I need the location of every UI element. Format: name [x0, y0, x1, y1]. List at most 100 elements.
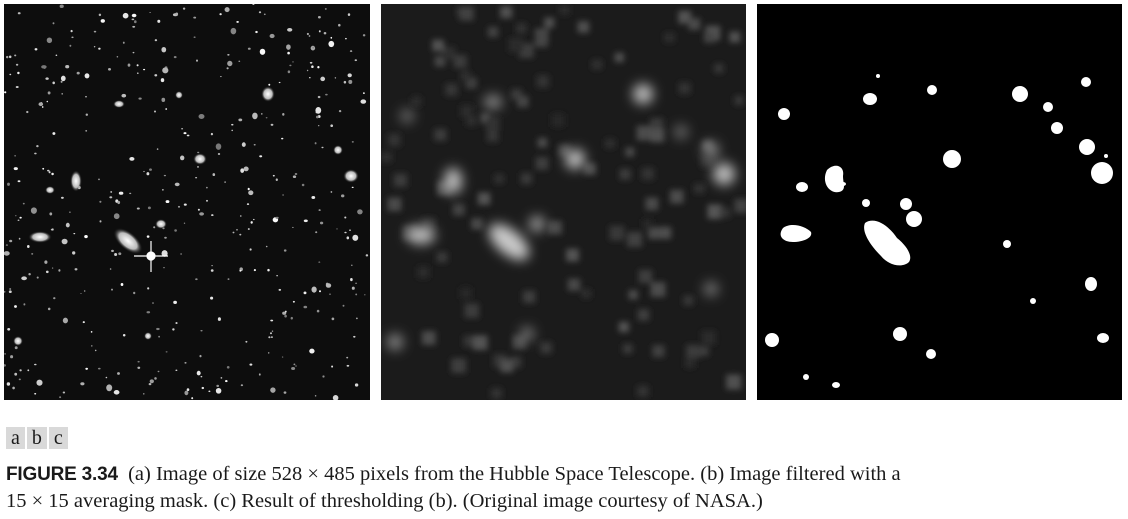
star-dot [131, 18, 135, 21]
star-dot [154, 74, 158, 77]
star-dot [270, 387, 276, 393]
star-dot [180, 253, 182, 255]
star-dot [236, 20, 239, 23]
star-dot [4, 290, 6, 293]
star-dot [4, 251, 10, 256]
star-dot [212, 173, 216, 177]
star-dot [255, 30, 258, 34]
star-dot [224, 181, 226, 184]
star-dot [52, 22, 55, 25]
star-dot [70, 29, 73, 33]
star-dot [211, 214, 214, 216]
star-dot [364, 294, 366, 296]
star-dot [336, 228, 338, 230]
star-dot [283, 249, 287, 252]
star-dot [58, 269, 61, 272]
star-dot [84, 73, 90, 79]
star-dot [110, 191, 113, 193]
star-dot [65, 222, 70, 228]
star-dot [248, 190, 254, 196]
star-dot [291, 367, 296, 370]
star-dot [149, 379, 154, 384]
star-dot [113, 213, 120, 220]
star-dot [241, 142, 246, 147]
star-dot [182, 7, 186, 10]
star-dot [270, 336, 273, 338]
star-dot [363, 92, 365, 94]
blur-square [486, 130, 499, 142]
star-dot [196, 370, 201, 376]
star-dot [293, 363, 296, 366]
blur-square [460, 287, 472, 299]
star-dot [147, 206, 151, 210]
star-dot [146, 235, 150, 238]
star-dot [346, 364, 350, 367]
star-dot [198, 114, 205, 119]
star-dot [314, 142, 317, 145]
star-dot [76, 71, 80, 75]
blur-square [726, 374, 742, 390]
star-dot [253, 269, 256, 272]
star-dot [15, 85, 19, 89]
star-dot [42, 167, 45, 170]
blur-square [544, 17, 555, 28]
blur-square [566, 248, 579, 262]
star-dot [193, 36, 196, 38]
star-dot [263, 13, 266, 16]
star-dot [132, 25, 136, 28]
star-dot [183, 203, 187, 206]
star-dot [272, 174, 275, 177]
star-dot [111, 288, 113, 291]
blur-square [699, 346, 709, 356]
blur-square [592, 59, 602, 70]
star-dot [17, 219, 20, 221]
star-dot [340, 194, 345, 198]
star-dot [317, 66, 320, 69]
blur-square [466, 115, 477, 126]
star-dot [133, 291, 136, 295]
panel-a-svg [4, 4, 369, 400]
star-dot [246, 203, 250, 205]
blur-square [670, 189, 684, 204]
bright-star [134, 241, 168, 272]
star-dot [269, 33, 275, 39]
star-dot [163, 267, 165, 269]
star-dot [338, 23, 341, 27]
blur-square [577, 21, 590, 33]
star-dot [62, 317, 68, 324]
star-dot [90, 330, 93, 333]
star-dot [268, 336, 271, 339]
star-dot [354, 383, 359, 387]
star-dot [61, 238, 68, 245]
star-dot [118, 252, 122, 256]
star-dot [161, 250, 168, 257]
blur-square [460, 104, 474, 118]
star-dot [315, 115, 319, 119]
star-dot [129, 157, 135, 161]
star-dot [162, 189, 164, 191]
star-dot [275, 216, 279, 219]
star-dot [6, 382, 11, 386]
star-dot [249, 248, 252, 251]
star-dot [136, 207, 140, 210]
star-dot [152, 302, 154, 304]
blur-square [536, 75, 550, 88]
blur-square [664, 32, 675, 43]
star-dot [146, 172, 150, 176]
star-dot [281, 356, 284, 358]
star-dot [258, 11, 262, 14]
star-dot [325, 93, 328, 96]
star-dot [351, 186, 354, 189]
star-dot [85, 113, 89, 116]
star-dot [320, 76, 326, 82]
star-dot [15, 63, 19, 66]
star-dot [226, 67, 229, 70]
star-dot [249, 363, 253, 366]
star-dot [311, 65, 314, 69]
blur-square [535, 157, 549, 170]
star-dot [200, 375, 203, 378]
star-dot [286, 44, 291, 50]
star-dot [245, 340, 248, 343]
star-dot [287, 51, 290, 55]
star-dot [98, 13, 102, 17]
